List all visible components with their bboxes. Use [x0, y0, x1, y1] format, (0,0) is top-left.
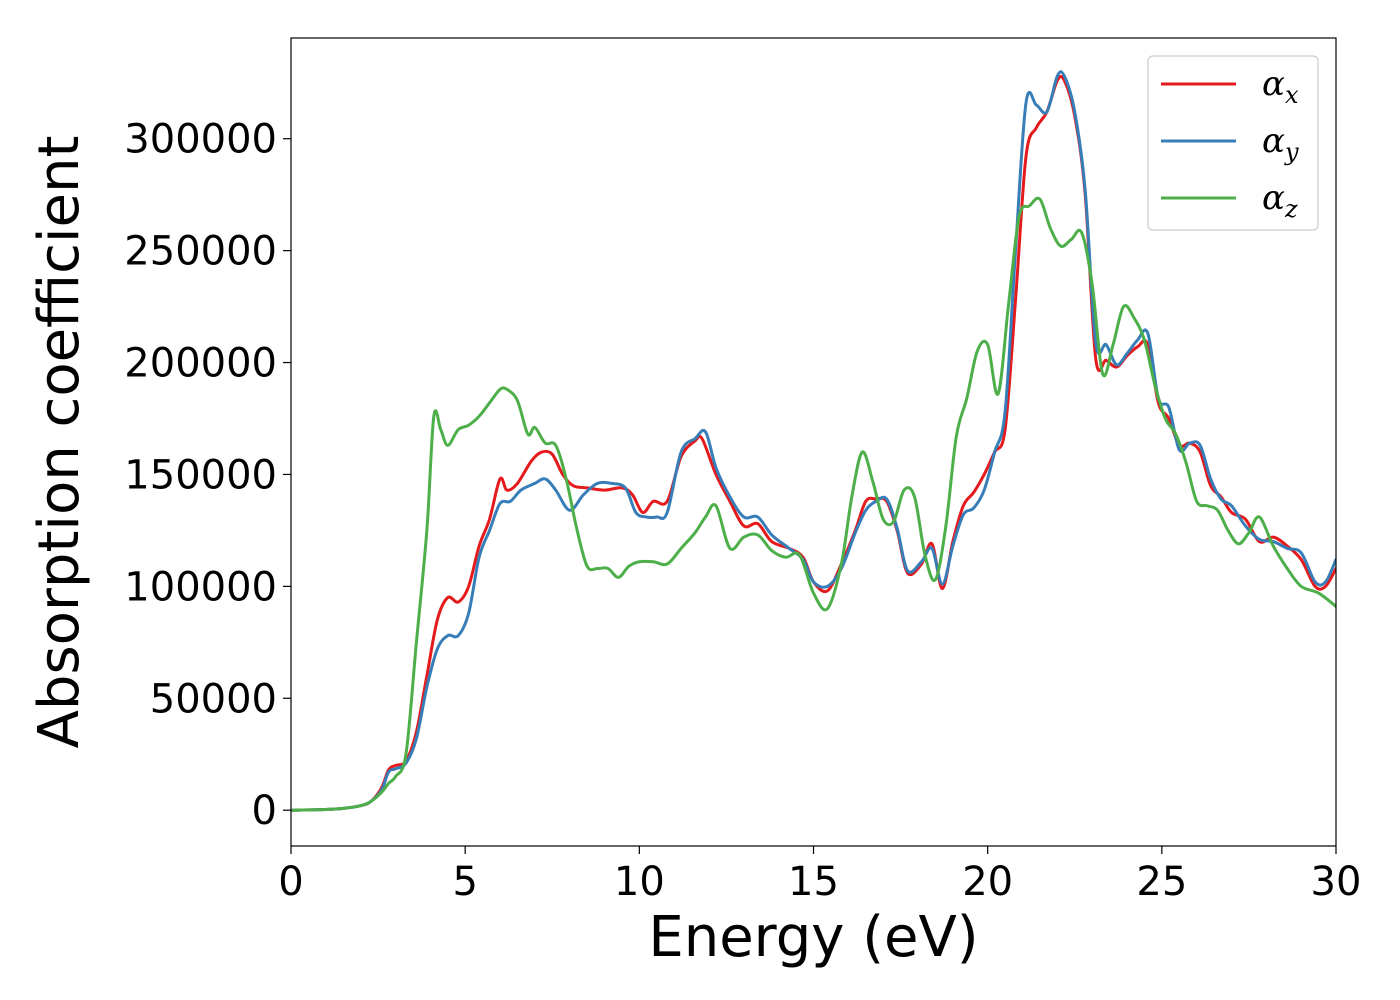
- x-tick-label: 10: [614, 859, 665, 905]
- y-axis: 0 50000 100000 150000 200000 250000 300000: [124, 117, 291, 834]
- y-axis-label: Absorption coefficient: [27, 136, 92, 749]
- y-tick-label: 50000: [150, 676, 277, 722]
- legend-label-z: αz: [1262, 178, 1298, 223]
- y-tick-label: 250000: [124, 229, 277, 275]
- x-tick-label: 5: [452, 859, 477, 905]
- y-tick-label: 200000: [124, 341, 277, 387]
- x-axis: 0 5 10 15 20 25 30: [278, 846, 1361, 905]
- y-tick-label: 300000: [124, 117, 277, 163]
- x-tick-label: 25: [1136, 859, 1187, 905]
- x-tick-label: 30: [1311, 859, 1362, 905]
- x-tick-label: 20: [962, 859, 1013, 905]
- y-tick-label: 0: [252, 788, 277, 834]
- legend-box: [1147, 55, 1319, 231]
- series-line-z: [291, 196, 1336, 812]
- y-tick-label: 150000: [124, 452, 277, 498]
- x-tick-label: 15: [788, 859, 839, 905]
- x-axis-label: Energy (eV): [648, 905, 978, 970]
- y-tick-label: 100000: [124, 564, 277, 610]
- plot-area: [291, 70, 1336, 812]
- x-tick-label: 0: [278, 859, 303, 905]
